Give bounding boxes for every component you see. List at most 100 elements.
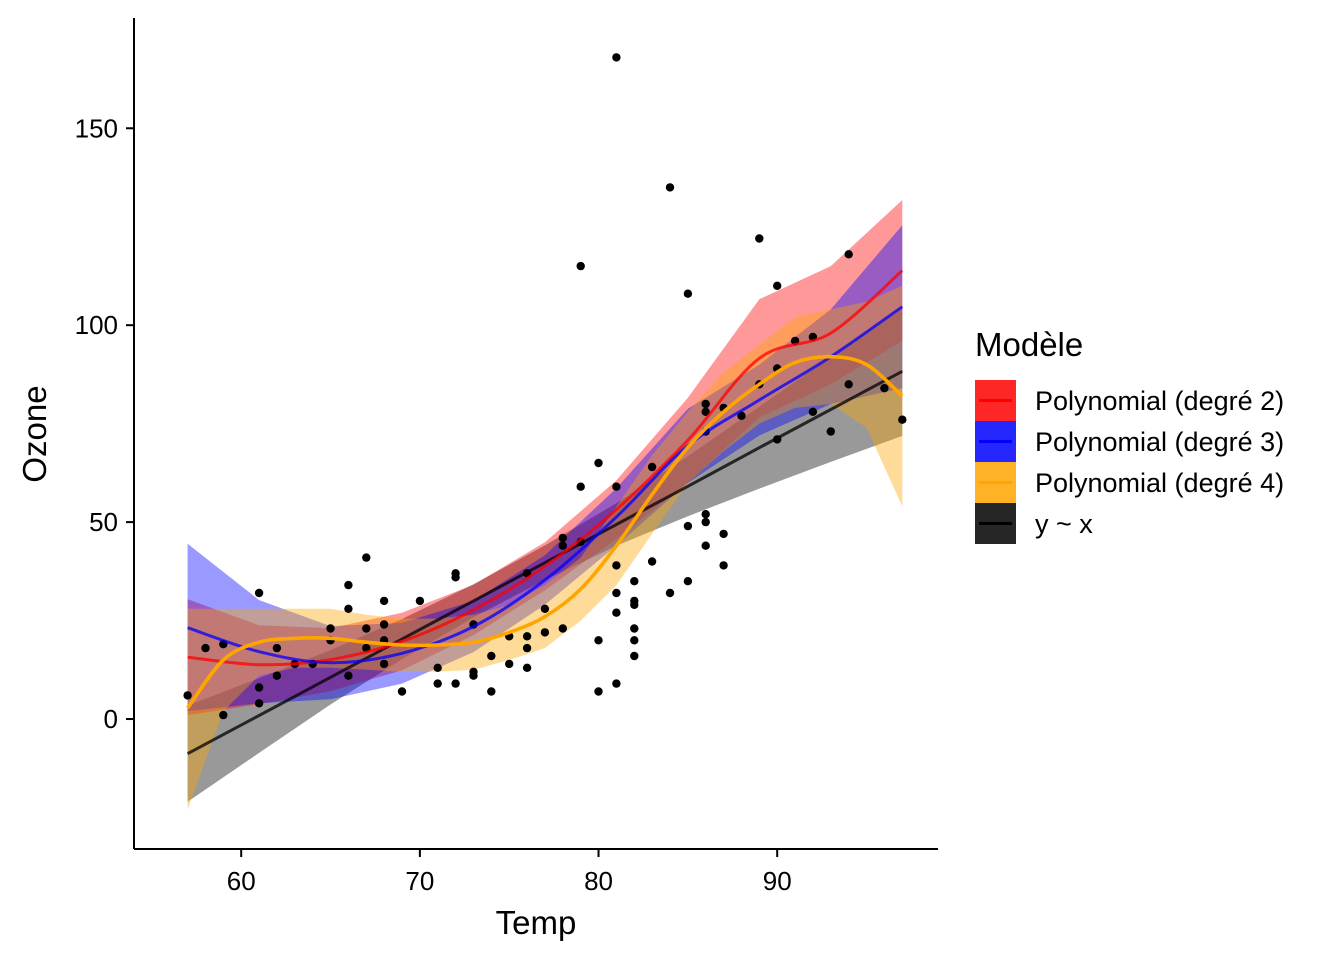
data-point <box>522 663 532 672</box>
data-point <box>630 600 639 609</box>
data-point <box>880 384 889 393</box>
x-axis-title: Temp <box>496 904 577 941</box>
data-point <box>612 588 621 598</box>
data-point <box>844 250 853 259</box>
data-point <box>612 679 621 688</box>
data-point <box>701 510 710 519</box>
data-point <box>898 415 907 424</box>
band-polynomial-degr-3 <box>187 225 903 712</box>
data-point <box>362 553 371 562</box>
data-point <box>594 458 603 468</box>
data-point <box>469 671 478 680</box>
confidence-bands <box>187 200 903 810</box>
data-point <box>844 380 853 389</box>
scatter-points <box>183 53 907 720</box>
x-tick-label: 90 <box>763 866 792 896</box>
data-point <box>630 636 639 645</box>
data-point <box>737 411 746 420</box>
data-point <box>701 407 710 416</box>
data-point <box>576 261 585 271</box>
y-tick-label: 100 <box>75 310 118 340</box>
data-point <box>647 557 657 566</box>
data-point <box>558 533 567 543</box>
axis-ticks: 60 70 80 90 0 50 100 150 <box>75 113 792 896</box>
data-point <box>451 573 460 582</box>
data-point <box>254 699 264 708</box>
data-point <box>344 671 353 680</box>
band-polynomial-degr-4 <box>187 285 903 810</box>
data-point <box>594 687 603 696</box>
data-point <box>701 517 710 527</box>
data-point <box>522 632 532 641</box>
data-point <box>701 399 710 409</box>
legend-entries: Polynomial (degré 2) Polynomial (degré 3)… <box>975 380 1284 544</box>
data-point <box>808 407 818 416</box>
fit-lines <box>186 269 904 756</box>
legend-label-polynomial-degr-4: Polynomial (degré 4) <box>1035 468 1284 498</box>
data-point <box>826 427 835 436</box>
data-point <box>415 596 425 606</box>
data-point <box>487 687 496 696</box>
data-point <box>755 234 764 243</box>
data-point <box>344 580 353 590</box>
data-point <box>558 624 567 633</box>
data-point <box>540 604 550 613</box>
x-tick-label: 80 <box>584 866 613 896</box>
data-point <box>379 659 389 669</box>
data-point <box>665 588 675 598</box>
data-point <box>719 529 728 539</box>
y-tick-label: 0 <box>104 704 118 734</box>
data-point <box>630 624 639 633</box>
data-point <box>183 691 192 700</box>
y-tick-label: 50 <box>89 507 118 537</box>
data-point <box>630 577 639 586</box>
legend-label-polynomial-degr-3: Polynomial (degré 3) <box>1035 427 1284 457</box>
data-point <box>326 624 335 633</box>
data-point <box>522 643 532 653</box>
data-point <box>612 561 621 570</box>
data-point <box>505 659 514 669</box>
y-axis-title: Ozone <box>16 385 53 482</box>
data-point <box>254 588 264 598</box>
data-point <box>612 53 621 62</box>
data-point <box>487 651 496 661</box>
x-tick-label: 70 <box>405 866 434 896</box>
legend: Modèle Polynomial (degré 2)Polynomial (d… <box>975 326 1284 544</box>
data-point <box>397 687 407 696</box>
data-point <box>683 577 693 586</box>
data-point <box>576 482 585 491</box>
legend-title: Modèle <box>975 326 1083 363</box>
data-point <box>433 663 442 672</box>
data-point <box>272 643 282 653</box>
data-point <box>451 679 460 688</box>
data-point <box>254 683 264 692</box>
data-point <box>272 671 282 680</box>
data-point <box>683 289 693 298</box>
data-point <box>219 710 228 720</box>
legend-label-polynomial-degr-2: Polynomial (degré 2) <box>1035 386 1284 416</box>
data-point <box>594 636 603 645</box>
band-y-x <box>187 306 903 802</box>
data-point <box>630 651 639 661</box>
data-point <box>647 462 657 472</box>
data-point <box>344 604 353 613</box>
data-point <box>719 561 728 570</box>
line-y-x <box>186 369 904 756</box>
legend-label-y-x: y ~ x <box>1035 509 1093 539</box>
y-tick-label: 150 <box>75 113 118 143</box>
x-tick-label: 60 <box>227 866 256 896</box>
data-point <box>558 541 567 550</box>
data-point <box>379 620 389 629</box>
data-point <box>379 596 389 606</box>
line-polynomial-degr-4 <box>186 354 904 710</box>
line-polynomial-degr-3 <box>187 305 904 665</box>
data-point <box>201 643 210 653</box>
data-point <box>433 679 442 688</box>
data-point <box>683 521 693 531</box>
data-point <box>701 541 710 550</box>
data-point <box>540 628 550 637</box>
data-point <box>362 624 371 633</box>
data-point <box>665 183 675 192</box>
data-point <box>612 482 621 491</box>
